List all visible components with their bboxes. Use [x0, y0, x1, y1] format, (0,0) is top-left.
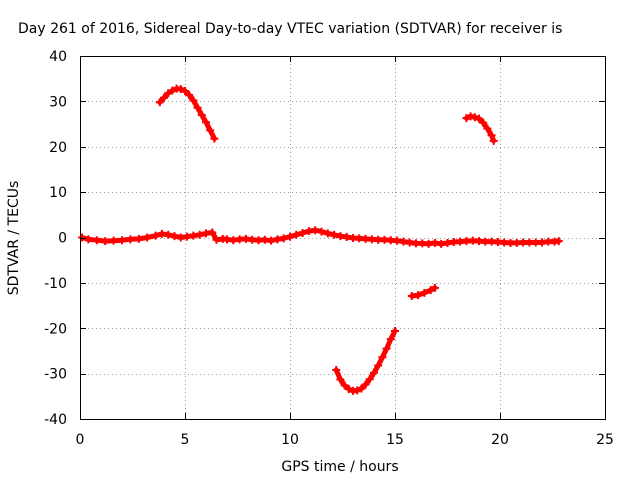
data-point [420, 288, 429, 297]
data-point [176, 85, 185, 94]
x-axis-label: GPS time / hours [281, 459, 398, 475]
data-point [430, 283, 439, 292]
x-tick-label: 5 [181, 432, 190, 448]
data-point [118, 236, 126, 245]
data-point [426, 286, 435, 295]
y-tick-label: -30 [44, 367, 67, 383]
data-point [353, 386, 362, 395]
y-axis-label: SDTVAR / TECUs [6, 181, 22, 296]
data-point [475, 114, 483, 123]
data-point [378, 353, 387, 362]
y-tick-label: -40 [44, 412, 67, 428]
ticks [80, 56, 606, 420]
x-tick-label: 15 [386, 432, 404, 448]
chart-title: Day 261 of 2016, Sidereal Day-to-day VTE… [18, 21, 562, 37]
data-point [344, 385, 353, 394]
data-point [84, 235, 93, 244]
data-point [126, 235, 135, 244]
y-tick-label: 20 [49, 140, 67, 156]
data-point [197, 110, 206, 119]
data-point [206, 126, 215, 135]
data-point [101, 237, 110, 246]
data-point [195, 230, 204, 239]
data-point [168, 86, 177, 95]
data-point [487, 131, 496, 140]
data-point [386, 335, 395, 344]
y-tick-label: 10 [49, 185, 67, 201]
data-point [361, 380, 370, 389]
y-tick-label: 0 [58, 231, 67, 247]
grid [80, 56, 605, 419]
y-tick-label: 40 [49, 49, 67, 65]
data-point [311, 226, 320, 235]
data-point [323, 229, 332, 238]
data-point [391, 326, 399, 335]
data-point [357, 384, 366, 393]
x-tick-label: 25 [596, 432, 614, 448]
data-point [185, 91, 194, 100]
data-point [279, 234, 288, 243]
data-point [336, 375, 345, 384]
series-group [332, 326, 399, 395]
data-point [181, 86, 189, 95]
data-point [160, 93, 168, 102]
data-point [151, 231, 160, 240]
x-tick-label: 0 [76, 432, 85, 448]
series-group [407, 283, 439, 301]
data-point [170, 232, 179, 241]
data-layer [78, 84, 563, 395]
series-group [155, 84, 219, 143]
data-point [210, 134, 219, 143]
y-tick-label: -10 [44, 276, 67, 292]
data-point [267, 236, 276, 245]
data-point [208, 228, 217, 237]
data-point [374, 361, 383, 370]
data-point [330, 230, 339, 239]
data-point [340, 381, 349, 390]
data-point [489, 136, 498, 145]
data-point [92, 236, 101, 245]
data-point [164, 89, 173, 98]
data-point [298, 228, 307, 237]
data-point [332, 365, 341, 374]
data-point [462, 114, 471, 123]
y-tick-label: -20 [44, 321, 67, 337]
tick-labels: 0 5 10 15 20 25 -40 -30 -20 -10 0 10 20 30 40 [44, 49, 614, 448]
data-point [143, 233, 152, 242]
data-point [164, 230, 173, 239]
data-point [292, 230, 301, 239]
data-point [382, 344, 391, 353]
data-point [414, 291, 423, 300]
data-point [78, 233, 87, 242]
x-tick-label: 20 [491, 432, 509, 448]
data-point [365, 375, 374, 384]
data-point [470, 113, 479, 122]
data-point [479, 118, 488, 127]
data-point [202, 118, 210, 127]
data-point [109, 236, 118, 245]
data-point [286, 232, 294, 241]
data-point [317, 227, 326, 236]
data-point [155, 98, 164, 107]
data-point [554, 237, 563, 246]
data-point [370, 368, 378, 377]
data-point [193, 103, 202, 112]
series-group [462, 112, 498, 145]
series-group [78, 226, 563, 248]
x-tick-label: 10 [281, 432, 299, 448]
y-tick-label: 30 [49, 94, 67, 110]
data-point [483, 124, 492, 133]
data-point [189, 96, 198, 105]
data-point [134, 234, 143, 243]
